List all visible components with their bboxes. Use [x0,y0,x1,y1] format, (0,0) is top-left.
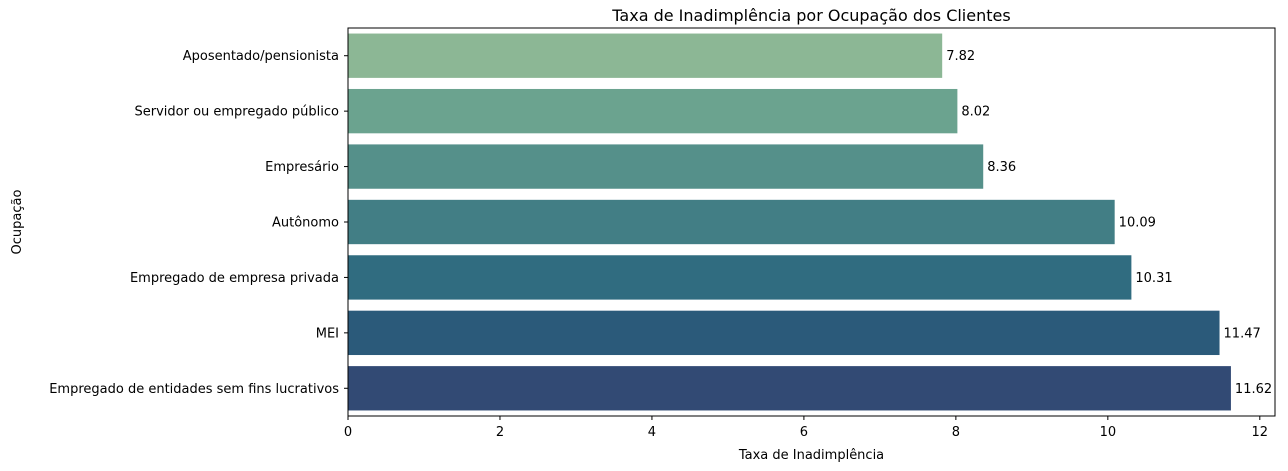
y-tick-label: Empregado de empresa privada [130,271,339,286]
x-tick-label: 12 [1252,425,1269,440]
bar [348,33,943,78]
bar [348,366,1231,411]
x-tick-label: 0 [344,425,352,440]
bar-value-label: 11.47 [1224,326,1261,341]
y-tick-label: Empresário [265,160,339,175]
bar [348,199,1115,245]
x-axis-label: Taxa de Inadimplência [738,448,884,463]
bar-value-label: 7.82 [946,49,975,64]
bar-value-label: 8.02 [961,105,990,120]
x-tick-label: 6 [800,425,808,440]
x-tick-label: 8 [952,425,960,440]
plot-area: Aposentado/pensionista 7.82 Servidor ou em… [49,27,1276,440]
bar-value-label: 8.36 [987,160,1016,175]
x-tick-label: 2 [496,425,504,440]
y-tick-label: Autônomo [272,216,339,231]
y-tick-label: Empregado de entidades sem fins lucrativ… [49,382,339,397]
bar [348,255,1132,300]
y-tick-label: Aposentado/pensionista [183,49,339,64]
x-tick-label: 10 [1100,425,1117,440]
y-axis-label: Ocupação [10,190,25,255]
x-tick-label: 4 [648,425,656,440]
y-tick-label: Servidor ou empregado público [134,105,339,120]
axes-frame [347,27,1276,417]
y-tick-label: MEI [316,326,339,341]
chart-title: Taxa de Inadimplência por Ocupação dos C… [611,6,1010,25]
bar [348,310,1220,356]
bar [348,144,984,189]
bar-value-label: 11.62 [1235,382,1272,397]
bar [348,88,958,134]
bar-value-label: 10.31 [1135,271,1172,286]
bar-value-label: 10.09 [1119,216,1156,231]
